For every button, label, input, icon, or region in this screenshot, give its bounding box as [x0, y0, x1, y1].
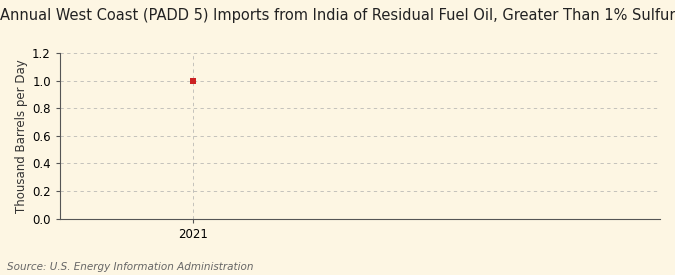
Text: Source: U.S. Energy Information Administration: Source: U.S. Energy Information Administ… [7, 262, 253, 272]
Y-axis label: Thousand Barrels per Day: Thousand Barrels per Day [15, 59, 28, 213]
Text: Annual West Coast (PADD 5) Imports from India of Residual Fuel Oil, Greater Than: Annual West Coast (PADD 5) Imports from … [0, 8, 675, 23]
